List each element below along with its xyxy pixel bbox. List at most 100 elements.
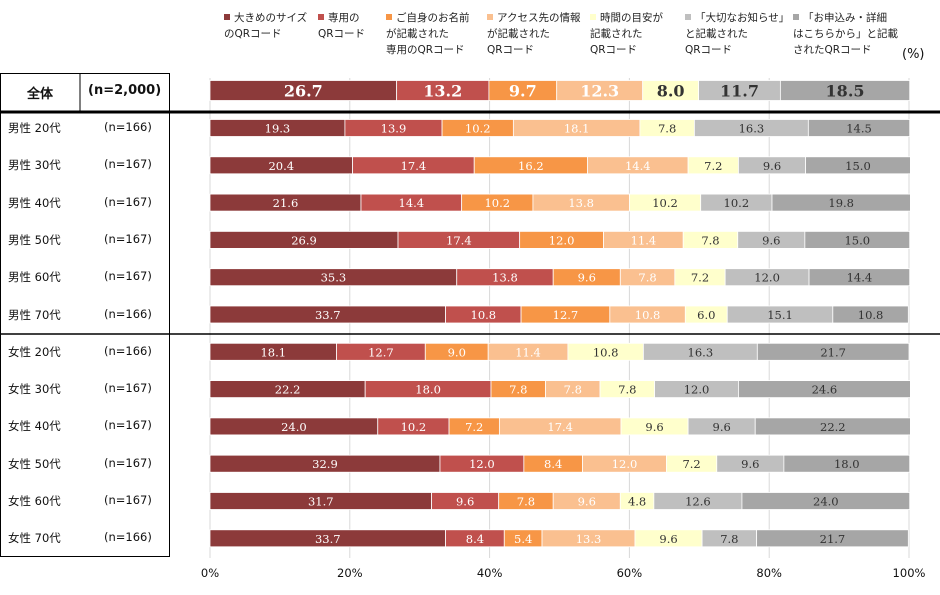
bar-segment bbox=[771, 193, 911, 212]
row-sample-size: (n=167) bbox=[104, 269, 152, 284]
bar-value-label: 21.6 bbox=[273, 196, 299, 210]
bar-value-label: 24.0 bbox=[813, 495, 839, 509]
bar-value-label: 10.8 bbox=[593, 345, 619, 359]
bar-value-label: 24.0 bbox=[281, 420, 307, 434]
row-group-label: 女性 40代 bbox=[8, 419, 61, 434]
bar-segment bbox=[756, 529, 909, 548]
row-sample-size: (n=166) bbox=[104, 530, 152, 545]
bar-value-label: 8.4 bbox=[544, 457, 562, 471]
row-group-label: 男性 70代 bbox=[8, 307, 61, 322]
bar-value-label: 12.0 bbox=[754, 271, 780, 285]
bar-value-label: 10.2 bbox=[465, 122, 491, 136]
x-tick-label: 60% bbox=[616, 566, 643, 580]
legend-item: 「お申込み・詳細 はこちらから」と記載 されたQRコード bbox=[793, 10, 898, 58]
bar-value-label: 7.8 bbox=[618, 383, 636, 397]
bar-value-label: 4.8 bbox=[628, 495, 646, 509]
bar-value-label: 10.8 bbox=[635, 308, 661, 322]
bar-segment bbox=[808, 268, 911, 287]
bar-value-label: 26.7 bbox=[284, 82, 323, 101]
bar-value-label: 22.2 bbox=[275, 383, 301, 397]
bar-value-label: 7.8 bbox=[509, 383, 527, 397]
bar-value-label: 18.1 bbox=[564, 122, 590, 136]
bar-value-label: 33.7 bbox=[315, 308, 341, 322]
bar-value-label: 19.3 bbox=[265, 122, 291, 136]
bar-value-label: 21.7 bbox=[820, 532, 846, 546]
row-sample-size: (n=167) bbox=[104, 418, 152, 433]
bar-segment bbox=[754, 417, 911, 436]
legend-swatch bbox=[386, 14, 392, 20]
legend-label: ご自身のお名前 が記載された 専用のQRコード bbox=[386, 12, 470, 56]
bar-value-label: 7.2 bbox=[704, 159, 722, 173]
row-group-label: 全体 bbox=[27, 86, 54, 102]
row-group-label: 男性 30代 bbox=[8, 158, 61, 173]
bar-value-label: 12.0 bbox=[612, 457, 638, 471]
bar-value-label: 15.1 bbox=[767, 308, 793, 322]
bar-value-label: 7.8 bbox=[638, 271, 656, 285]
bar-value-label: 12.0 bbox=[469, 457, 495, 471]
bar-segment bbox=[779, 80, 911, 101]
legend-swatch bbox=[590, 14, 596, 20]
unit-label: (%) bbox=[902, 47, 925, 62]
row-sample-size: (n=166) bbox=[104, 343, 152, 358]
bar-value-label: 14.4 bbox=[625, 159, 651, 173]
bar-value-label: 11.4 bbox=[515, 345, 541, 359]
row-group-label: 男性 50代 bbox=[8, 232, 61, 247]
legend-item: 「大切なお知らせ」 と記載された QRコード bbox=[685, 10, 789, 58]
bar-value-label: 18.0 bbox=[415, 383, 441, 397]
legend-swatch bbox=[224, 14, 230, 20]
bar-value-label: 20.4 bbox=[268, 159, 294, 173]
bar-value-label: 9.6 bbox=[763, 159, 781, 173]
legend-item: 専用の QRコード bbox=[318, 10, 365, 42]
row-group-label: 女性 50代 bbox=[8, 456, 61, 471]
row-sample-size: (n=167) bbox=[104, 493, 152, 507]
row-group-label: 女性 30代 bbox=[8, 382, 61, 397]
legend-label: 「大切なお知らせ」 と記載された QRコード bbox=[685, 12, 790, 56]
x-tick-label: 40% bbox=[476, 566, 503, 580]
bar-segment bbox=[756, 342, 910, 361]
legend-label: アクセス先の情報 が記載された QRコード bbox=[487, 12, 581, 56]
bar-value-label: 17.4 bbox=[547, 420, 573, 434]
legend-swatch bbox=[685, 14, 691, 20]
legend-label: 専用の QRコード bbox=[318, 12, 366, 40]
legend-item: ご自身のお名前 が記載された 専用のQRコード bbox=[386, 10, 470, 58]
bar-value-label: 10.2 bbox=[724, 196, 750, 210]
bar-value-label: 7.2 bbox=[691, 271, 709, 285]
bar-value-label: 18.1 bbox=[260, 345, 286, 359]
row-sample-size: (n=167) bbox=[104, 231, 152, 246]
bar-value-label: 7.8 bbox=[701, 233, 719, 247]
bar-segment bbox=[832, 305, 909, 324]
bar-value-label: 9.6 bbox=[578, 271, 596, 285]
bar-value-label: 17.4 bbox=[446, 233, 472, 247]
legend-swatch bbox=[793, 14, 799, 20]
row-group-label: 女性 20代 bbox=[8, 344, 61, 359]
bar-value-label: 7.8 bbox=[564, 383, 582, 397]
bar-value-label: 9.6 bbox=[713, 420, 731, 434]
row-sample-size: (n=167) bbox=[104, 194, 152, 209]
bar-value-label: 18.5 bbox=[826, 82, 865, 101]
bar-value-label: 7.8 bbox=[517, 495, 535, 509]
bar-value-label: 35.3 bbox=[321, 271, 347, 285]
bar-value-label: 14.5 bbox=[846, 122, 872, 136]
bar-value-label: 15.0 bbox=[844, 233, 870, 247]
bar-value-label: 13.9 bbox=[381, 122, 407, 136]
bar-value-label: 16.3 bbox=[739, 122, 765, 136]
legend-label: 時間の目安が 記載された QRコード bbox=[590, 12, 663, 56]
bar-value-label: 9.6 bbox=[741, 457, 759, 471]
row-group-label: 女性 60代 bbox=[8, 494, 61, 508]
bar-value-label: 16.3 bbox=[688, 345, 714, 359]
bar-value-label: 10.2 bbox=[484, 196, 510, 210]
bar-value-label: 26.9 bbox=[291, 233, 317, 247]
bar-value-label: 18.0 bbox=[834, 457, 860, 471]
bar-value-label: 6.0 bbox=[697, 308, 715, 322]
bar-value-label: 11.7 bbox=[720, 82, 759, 101]
legend-item: 大きめのサイズ のQRコード bbox=[224, 10, 307, 42]
row-sample-size: (n=167) bbox=[104, 157, 152, 172]
bar-value-label: 7.8 bbox=[720, 532, 738, 546]
bar-value-label: 9.6 bbox=[578, 495, 596, 509]
bar-value-label: 13.8 bbox=[492, 271, 518, 285]
bar-value-label: 13.2 bbox=[423, 82, 462, 101]
bar-value-label: 13.8 bbox=[568, 196, 594, 210]
legend-item: 時間の目安が 記載された QRコード bbox=[590, 10, 663, 58]
legend-swatch bbox=[487, 14, 493, 20]
